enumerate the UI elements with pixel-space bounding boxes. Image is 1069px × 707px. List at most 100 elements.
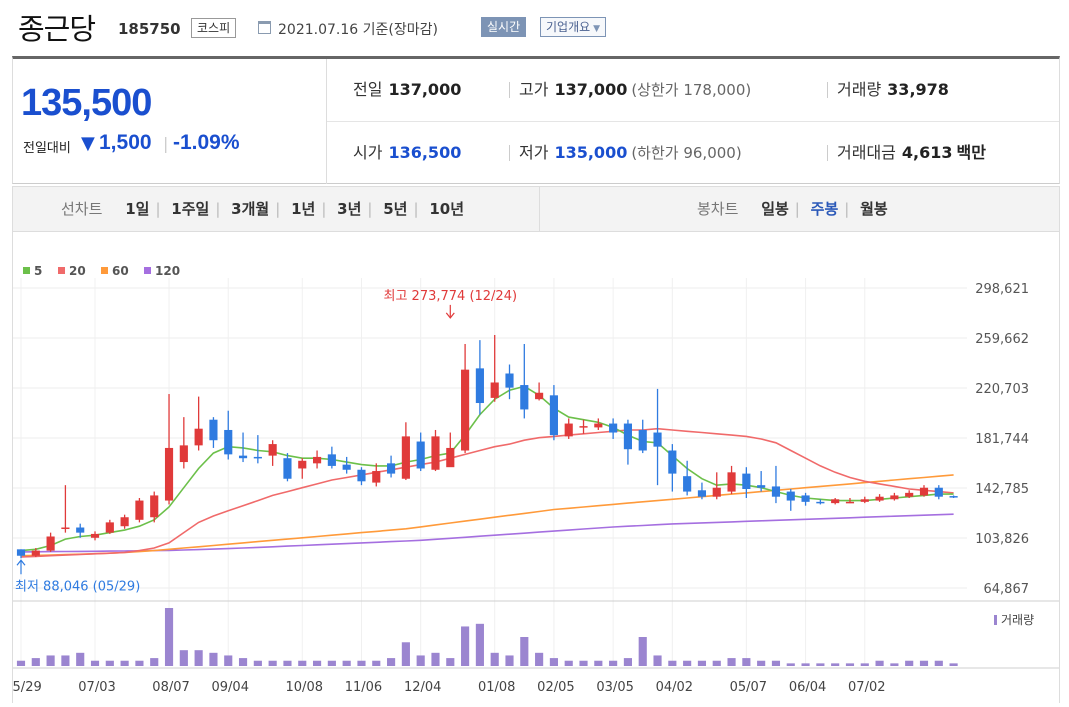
stock-code: 185750 [118,20,181,38]
reference-date: 2021.07.16 기준(장마감) [278,22,438,38]
change-label: 전일대비 [23,141,71,156]
candle-body [831,499,840,504]
volume-bar [179,650,188,666]
legend-label: 20 [69,264,86,278]
volume-bar [194,650,203,666]
tab-3y[interactable]: 3년 [337,200,362,218]
x-tick-label: 07/02 [848,680,885,695]
volume-bar [16,660,26,666]
volume-bar [416,655,425,666]
chart-svg: 298,621 259,662 220,703 181,744 142,785 103,8… [4,264,1059,695]
candle-body [90,533,100,538]
ma5-line [20,385,954,552]
volume-bar [683,660,692,666]
volume-bar [253,660,262,666]
volume-bar [949,663,958,666]
volume-bar [209,652,218,666]
candle-body [164,447,174,501]
tab-daily[interactable]: 일봉 [761,200,789,218]
candle-chart-tabs: 봉차트 일봉 | 주봉 | 월봉 [697,187,894,231]
market-badge: 코스피 [191,18,237,38]
volume-bar [475,623,484,666]
candle-body [638,429,647,451]
tab-10y[interactable]: 10년 [429,200,465,218]
tab-3m[interactable]: 3개월 [231,200,270,218]
volume-bar [860,663,869,666]
candle-body [461,369,470,451]
volume-bar [90,660,100,666]
upper-limit: (상한가 178,000) [631,81,752,99]
tab-5y[interactable]: 5년 [383,200,408,218]
volume-bar [520,637,529,666]
volume-value: 33,978 [887,80,949,99]
tab-1d[interactable]: 1일 [125,200,150,218]
divider [827,145,828,161]
realtime-button[interactable]: 실시간 [481,17,527,37]
high-value: 137,000 [554,80,628,99]
candle-body [327,454,336,466]
volume-bar [46,655,55,666]
volume-bar [61,655,70,666]
candle-body [475,368,484,404]
low-annotation: 최저 88,046 (05/29) [15,579,140,594]
x-tick-label: 10/08 [286,680,323,695]
candle-body [416,441,425,469]
candle-body [609,423,618,433]
volume-bar [76,652,85,666]
trade-value-value: 4,613 [901,143,953,162]
quote-row-1: 전일 137,000 고가 137,000 (상한가 178,000) 거래량 33,9… [327,59,1059,122]
candle-body [890,495,899,500]
volume-bar [357,660,366,666]
candle-body [283,458,292,479]
candle-body [179,445,188,463]
volume-bar [771,660,781,666]
volume-bar [505,655,514,666]
volume-bar [238,658,248,666]
volume-bar [105,660,114,666]
high-annotation: 최고 273,774 (12/24) [384,289,518,304]
x-tick-label: 08/07 [152,680,189,695]
x-tick-label: 12/04 [404,680,441,695]
current-price: 135,500 [21,82,152,124]
tab-1y[interactable]: 1년 [291,200,316,218]
prev-close-value: 137,000 [388,80,462,99]
change-rate: -1.09% [173,131,240,154]
volume-bar [135,660,144,666]
candle-body [860,499,869,502]
company-overview-label: 기업개요 [546,20,591,34]
volume-bar [742,658,751,666]
candle-body [564,423,573,437]
company-overview-dropdown[interactable]: 기업개요 ▼ [540,17,607,37]
candle-body [742,473,751,490]
high: 고가 137,000 (상한가 178,000) [519,59,751,121]
tab-1w[interactable]: 1주일 [171,200,210,218]
ma60-line [20,474,954,557]
volume-bar [387,658,396,666]
divider [509,82,510,98]
volume-bar [431,652,440,666]
volume-bar [401,642,410,666]
candle-body [446,447,455,468]
y-tick-label: 64,867 [984,582,1030,597]
candle-body [727,472,736,492]
candle-body [312,456,322,464]
open: 시가 136,500 [353,122,461,184]
volume-bar [164,608,174,666]
volume-bar [535,652,544,666]
tab-monthly[interactable]: 월봉 [860,200,888,218]
down-triangle-icon: ▼ [81,133,95,154]
quote-panel: 135,500 전일대비 ▼ 1,500 | -1.09% 전일 137,000 … [12,56,1060,184]
candle-body [801,495,810,502]
volume-bar [727,658,736,666]
y-tick-label: 103,826 [975,532,1029,547]
candle-body [875,496,884,501]
tab-weekly[interactable]: 주봉 [810,200,839,218]
trade-value: 거래대금 4,613 백만 [837,122,986,184]
candle-body [535,392,544,400]
change-value: 1,500 [99,131,152,154]
divider [539,187,540,231]
candle-body [594,423,603,428]
volume-bar [919,660,929,666]
candle-body [194,428,203,446]
x-tick-label: 09/04 [212,680,249,695]
